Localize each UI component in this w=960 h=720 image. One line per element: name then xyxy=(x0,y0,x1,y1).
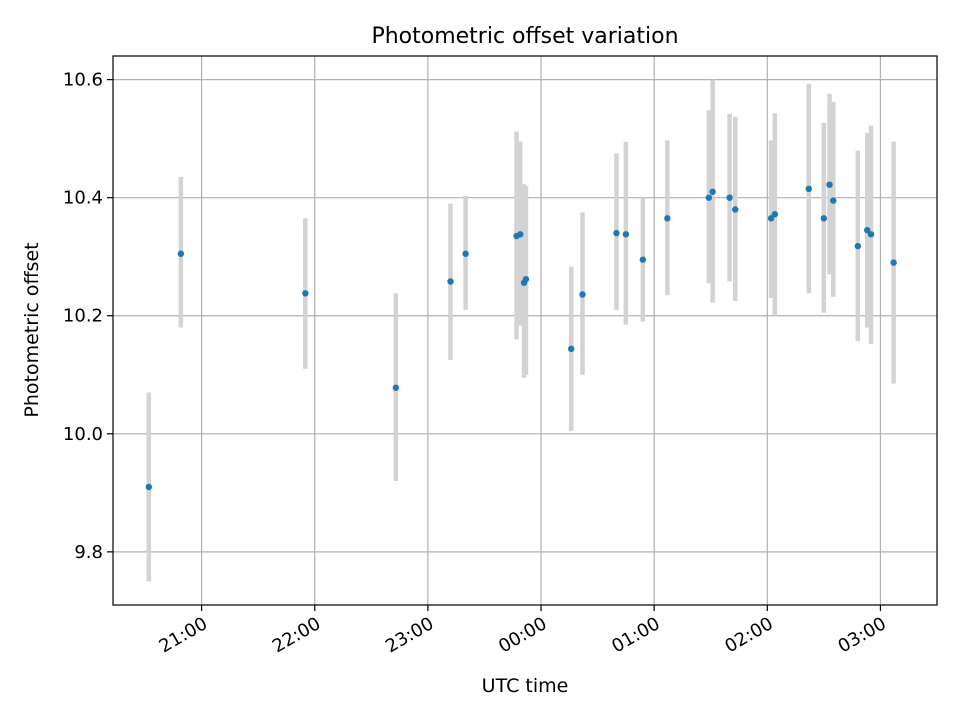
data-point xyxy=(639,256,647,263)
y-axis-label: Photometric offset xyxy=(21,242,43,417)
data-point xyxy=(392,384,400,391)
data-point xyxy=(664,215,671,222)
data-point xyxy=(517,231,524,238)
data-point xyxy=(447,278,454,285)
y-tick-label: 9.8 xyxy=(74,542,103,563)
data-point xyxy=(705,194,713,201)
data-point xyxy=(820,215,828,222)
data-point xyxy=(579,291,586,298)
data-point xyxy=(867,231,875,238)
data-point xyxy=(826,181,833,188)
data-point xyxy=(726,194,733,201)
data-point xyxy=(613,229,620,237)
data-point xyxy=(145,483,153,491)
grid-layer xyxy=(113,56,937,605)
data-point xyxy=(567,345,575,352)
data-point xyxy=(522,275,530,283)
y-tick-label: 10.2 xyxy=(63,306,103,327)
y-tick-label: 10.6 xyxy=(63,70,103,91)
data-point xyxy=(709,188,716,195)
data-point xyxy=(177,250,185,257)
plot-area-frame xyxy=(112,55,938,606)
y-tick-label: 10.4 xyxy=(63,188,103,209)
data-point-layer xyxy=(145,181,897,491)
data-point xyxy=(622,231,630,238)
x-axis-label: UTC time xyxy=(482,675,569,697)
data-point xyxy=(771,211,779,218)
data-point xyxy=(805,185,812,193)
data-point xyxy=(854,242,862,250)
chart-title: Photometric offset variation xyxy=(371,24,678,49)
data-point xyxy=(890,259,897,266)
data-point xyxy=(732,206,739,213)
data-point xyxy=(864,226,871,234)
data-point xyxy=(302,290,309,297)
data-point xyxy=(462,250,469,257)
data-point xyxy=(767,215,775,222)
data-point xyxy=(830,197,837,204)
y-tick-label: 10.0 xyxy=(63,424,103,445)
